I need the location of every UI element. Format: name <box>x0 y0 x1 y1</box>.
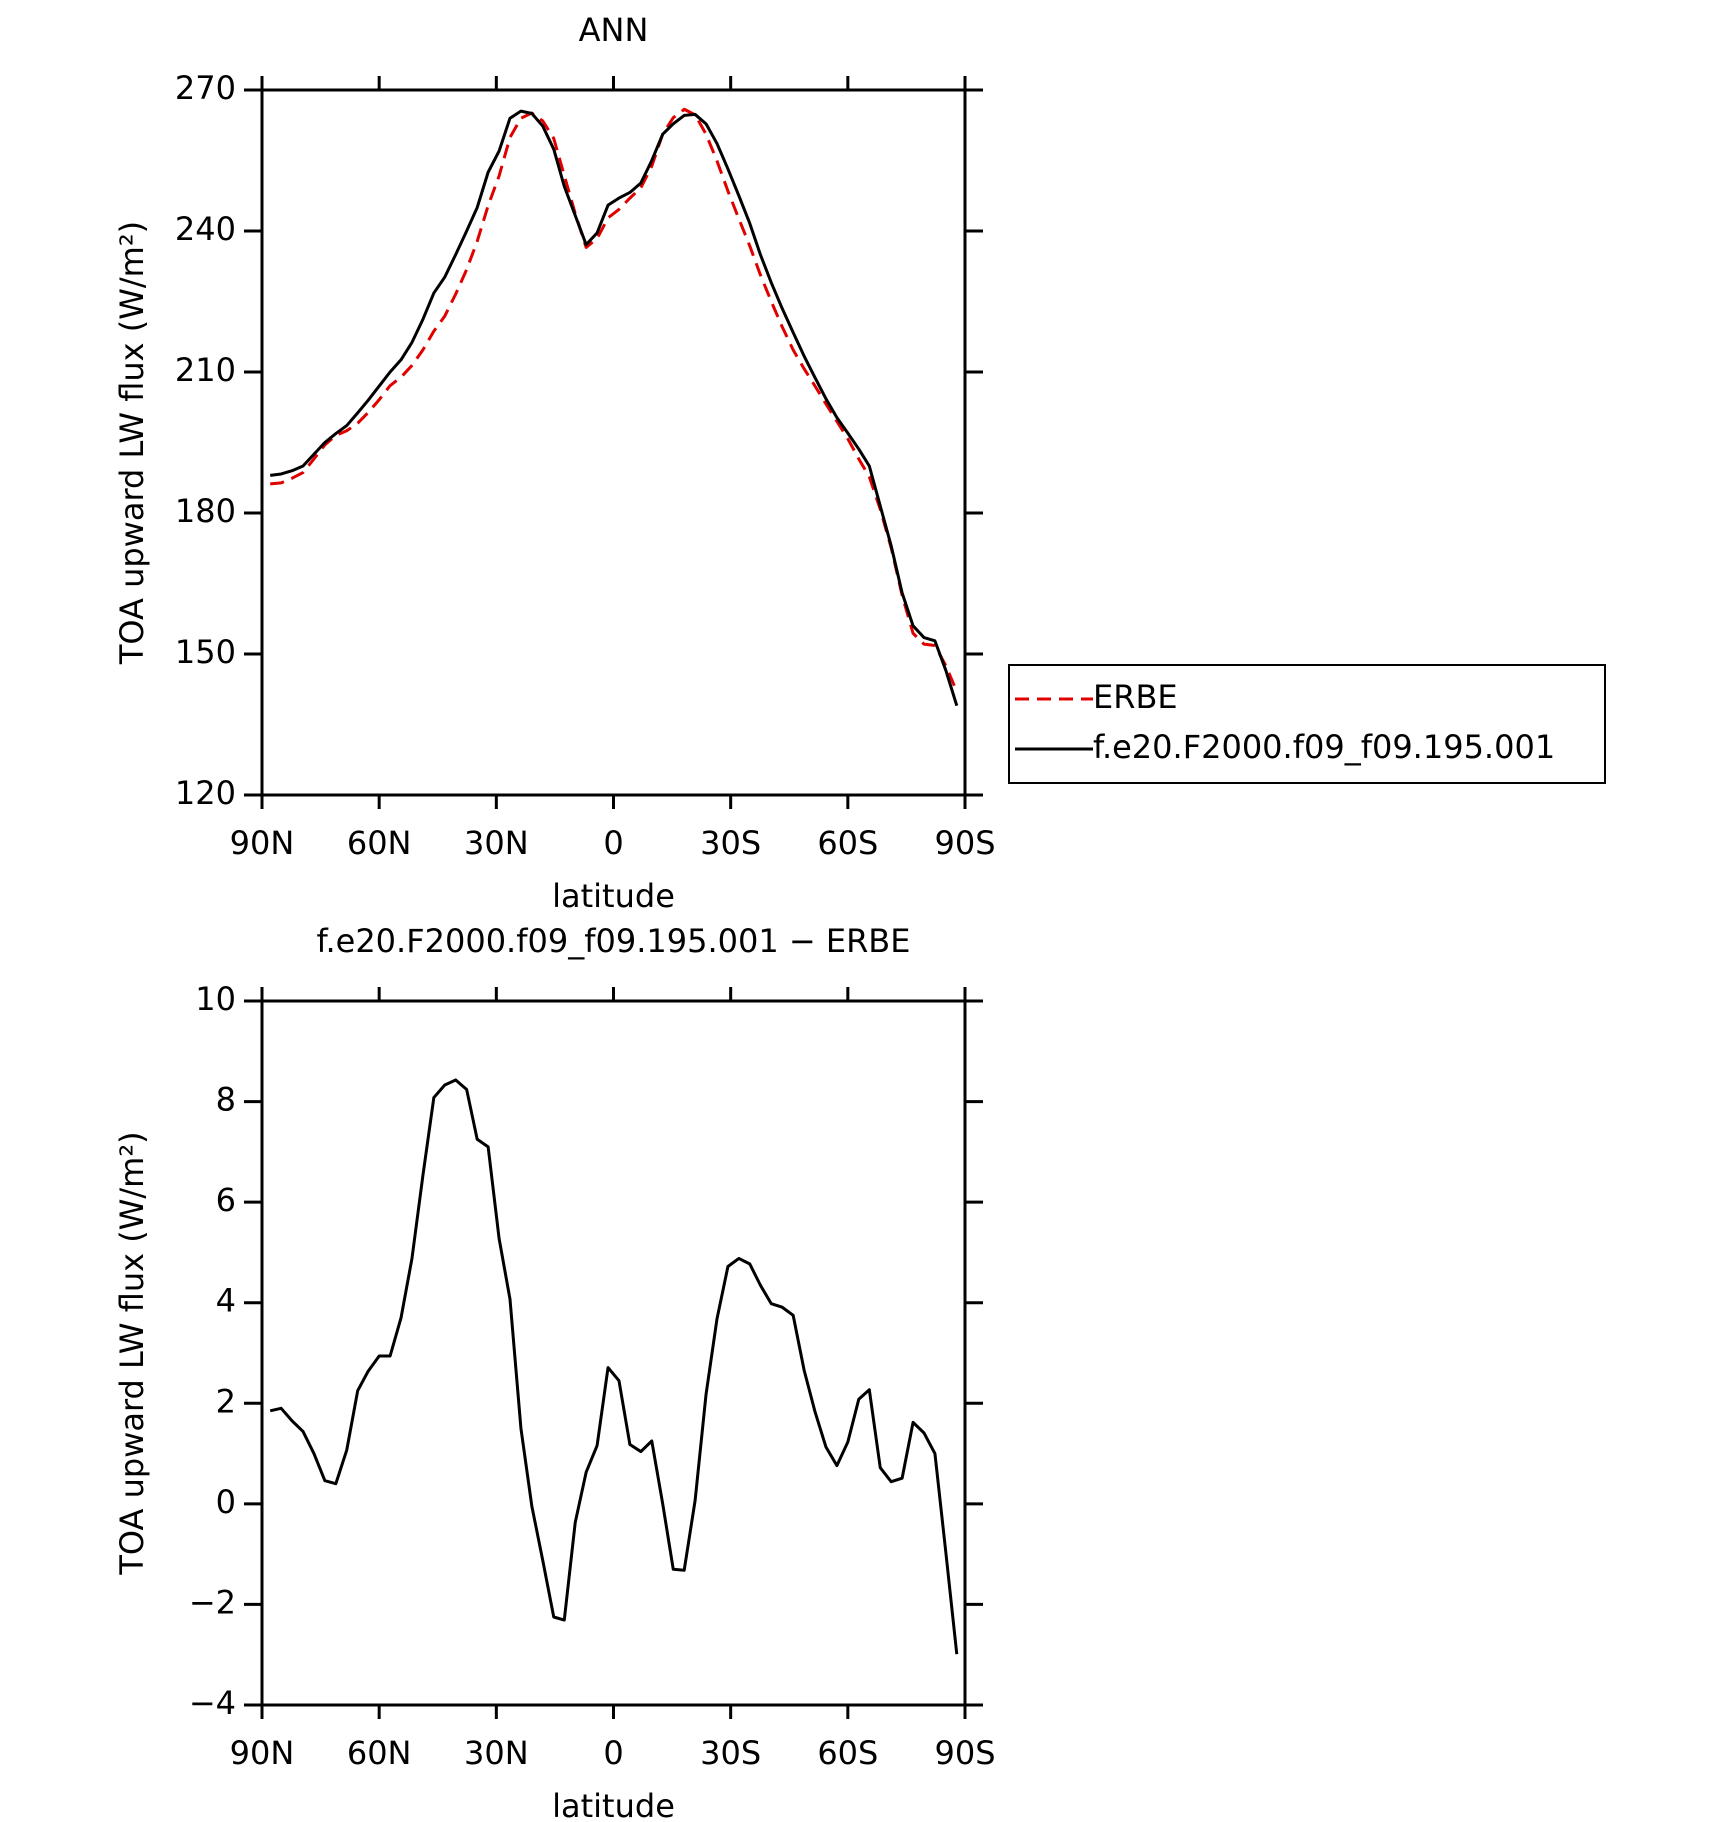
y-tick-label: 180 <box>175 492 236 530</box>
y-tick-label: −4 <box>189 1684 236 1722</box>
y-tick-label: 120 <box>175 774 236 812</box>
plot-frame <box>260 999 967 1707</box>
x-tick-label: 30S <box>700 824 761 862</box>
x-tick-label: 90S <box>934 1734 995 1772</box>
data-line <box>270 109 959 707</box>
x-tick-label: 90N <box>230 824 295 862</box>
x-tick-label: 0 <box>603 824 623 862</box>
chart-title: f.e20.F2000.f09_f09.195.001 − ERBE <box>317 922 911 960</box>
y-tick-label: 270 <box>175 69 236 107</box>
y-tick-label: 8 <box>216 1081 236 1119</box>
x-tick-label: 30N <box>464 824 529 862</box>
chart: ANN latitude TOA upward LW flux (W/m²) 120 1… <box>113 11 1606 915</box>
x-tick-label: 30S <box>700 1734 761 1772</box>
x-tick-label: 90N <box>230 1734 295 1772</box>
y-tick-label: −2 <box>189 1583 236 1621</box>
legend-label: f.e20.F2000.f09_f09.195.001 <box>1093 728 1555 766</box>
y-tick-label: 240 <box>175 210 236 248</box>
y-tick-label: 0 <box>216 1483 236 1521</box>
legend-label: ERBE <box>1093 678 1178 716</box>
y-tick-label: 150 <box>175 633 236 671</box>
y-tick-label: 4 <box>216 1282 236 1320</box>
y-tick-label: 2 <box>216 1382 236 1420</box>
y-tick-label: 6 <box>216 1181 236 1219</box>
y-axis-label: TOA upward LW flux (W/m²) <box>113 1131 151 1575</box>
x-tick-label: 60N <box>347 1734 412 1772</box>
y-tick-label: 210 <box>175 351 236 389</box>
x-tick-label: 30N <box>464 1734 529 1772</box>
x-axis-label: latitude <box>552 877 675 915</box>
x-axis-label: latitude <box>552 1787 675 1822</box>
y-tick-label: 10 <box>195 980 236 1018</box>
plot-frame <box>260 88 967 797</box>
chart-title: ANN <box>579 11 649 49</box>
y-axis-label: TOA upward LW flux (W/m²) <box>113 221 151 665</box>
x-tick-label: 60N <box>347 824 412 862</box>
x-tick-label: 60S <box>817 1734 878 1772</box>
data-line <box>269 1078 959 1655</box>
x-tick-label: 60S <box>817 824 878 862</box>
x-tick-label: 90S <box>934 824 995 862</box>
data-line <box>270 107 959 693</box>
legend-box <box>1008 664 1606 784</box>
chart: f.e20.F2000.f09_f09.195.001 − ERBE latitu… <box>113 922 996 1822</box>
x-tick-label: 0 <box>603 1734 623 1772</box>
